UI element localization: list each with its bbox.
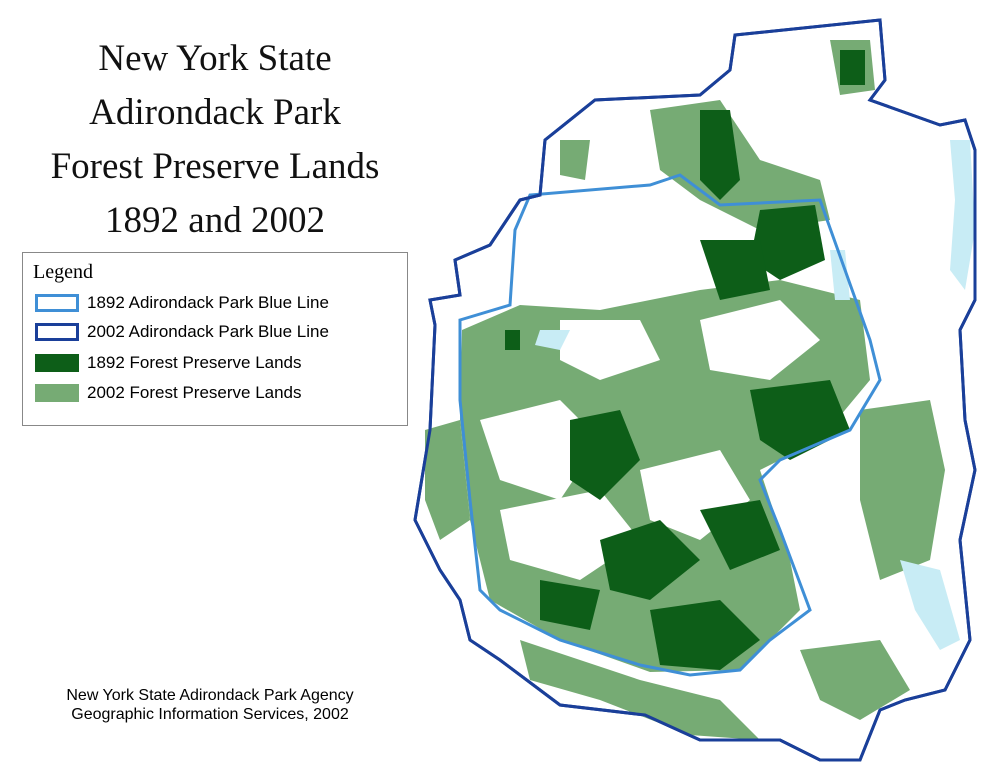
legend-item: 1892 Forest Preserve Lands <box>35 353 302 373</box>
legend-label: 2002 Adirondack Park Blue Line <box>87 322 329 341</box>
legend-item: 1892 Adirondack Park Blue Line <box>35 293 329 313</box>
credits: New York State Adirondack Park Agency Ge… <box>20 686 400 724</box>
legend-label: 1892 Adirondack Park Blue Line <box>87 293 329 312</box>
legend-item: 2002 Forest Preserve Lands <box>35 383 302 403</box>
legend-item: 2002 Adirondack Park Blue Line <box>35 322 329 342</box>
swatch <box>35 294 79 312</box>
lakes <box>535 140 975 650</box>
swatch <box>35 323 79 341</box>
park-1892-line <box>458 173 882 677</box>
credit-line: Geographic Information Services, 2002 <box>71 706 349 723</box>
title-line: Forest Preserve Lands <box>50 146 380 187</box>
title-line: 1892 and 2002 <box>105 200 325 241</box>
credit-line: New York State Adirondack Park Agency <box>66 687 354 704</box>
legend-label: 2002 Forest Preserve Lands <box>87 383 302 402</box>
legend-title: Legend <box>33 261 93 283</box>
swatch <box>35 384 79 402</box>
swatch <box>35 354 79 372</box>
title-line: Adirondack Park <box>89 92 341 133</box>
legend: Legend 1892 Adirondack Park Blue Line 20… <box>22 252 408 426</box>
title: New York State Adirondack Park Forest Pr… <box>0 32 430 248</box>
park-2002-line <box>413 18 977 762</box>
title-line: New York State <box>98 38 332 79</box>
legend-label: 1892 Forest Preserve Lands <box>87 353 302 372</box>
